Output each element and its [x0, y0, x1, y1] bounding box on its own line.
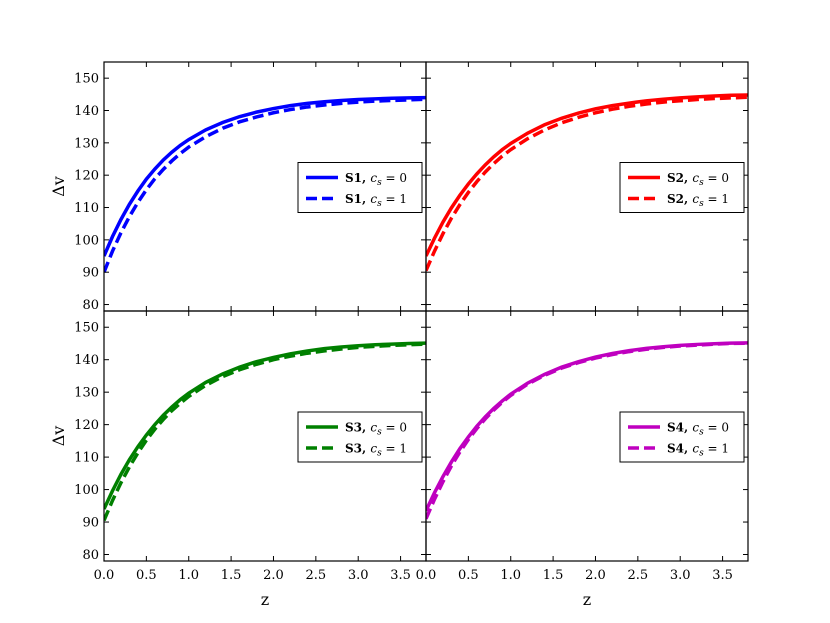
- x-tick-label: 1.5: [543, 568, 564, 583]
- x-tick-label: 2.0: [585, 568, 606, 583]
- legend-label-math: c: [370, 171, 377, 185]
- chart-panel-bottom-left: 0.0 0.5 1.0 1.5 2.0 2.5 3.0 3.5 80 90 100 110 120 130…: [49, 310, 427, 609]
- legend-label-main: S4,: [667, 442, 692, 456]
- legend-label-math: c: [370, 421, 377, 435]
- series-line-solid: [104, 95, 426, 257]
- y-tick-label: 80: [82, 298, 99, 313]
- legend-box: [297, 162, 423, 213]
- legend-label-math: c: [370, 192, 377, 206]
- legend-box: [297, 411, 423, 463]
- y-axis-label: Δv: [49, 426, 68, 447]
- legend-label-main: S2,: [667, 192, 692, 206]
- series-line-dashed: [104, 342, 426, 522]
- x-tick-label: 1.0: [178, 568, 199, 583]
- legend-label-main: S2,: [667, 171, 692, 185]
- x-tick-label: 3.0: [348, 568, 369, 583]
- x-tick-label: 1.0: [500, 568, 521, 583]
- x-tick-label: 0.5: [136, 568, 157, 583]
- y-tick-label: 80: [82, 548, 99, 563]
- chart-panel-top-right: S2, cs = 0S2, cs = 1: [425, 61, 749, 312]
- legend-label-main: S1,: [345, 171, 370, 185]
- y-axis-label: Δv: [49, 176, 68, 197]
- legend-label-eq: = 1: [704, 442, 729, 456]
- legend-label-math: c: [692, 192, 699, 206]
- series-line-dashed: [426, 95, 748, 272]
- y-tick-label: 90: [82, 266, 99, 281]
- legend-label-eq: = 0: [382, 421, 407, 435]
- series-line-dashed: [426, 341, 748, 520]
- legend-label-sub: s: [699, 178, 704, 188]
- legend-label: S2, cs = 0: [667, 171, 729, 188]
- legend-label-main: S3,: [345, 421, 370, 435]
- x-tick-label: 2.5: [305, 568, 326, 583]
- legend-label-sub: s: [699, 428, 704, 438]
- y-tick-label: 130: [74, 136, 99, 151]
- legend-label-sub: s: [377, 199, 382, 209]
- legend-label-main: S4,: [667, 421, 692, 435]
- legend-label: S1, cs = 1: [345, 192, 407, 209]
- y-tick-label: 140: [74, 104, 99, 119]
- y-tick-label: 110: [74, 201, 99, 216]
- y-tick-label: 90: [82, 516, 99, 531]
- x-tick-label: 3.0: [670, 568, 691, 583]
- legend-label-math: c: [692, 171, 699, 185]
- x-axis-label: z: [261, 590, 269, 609]
- x-tick-label: 0.0: [416, 568, 437, 583]
- legend-label-sub: s: [699, 199, 704, 209]
- y-tick-label: 150: [74, 321, 99, 336]
- legend-label: S4, cs = 1: [667, 442, 729, 459]
- legend-box: [619, 162, 745, 213]
- y-tick-label: 130: [74, 386, 99, 401]
- panel-frame: [425, 310, 749, 562]
- series-line-solid: [426, 93, 748, 257]
- legend-label-eq: = 0: [704, 421, 729, 435]
- legend-label-eq: = 0: [382, 171, 407, 185]
- legend-label-math: c: [692, 421, 699, 435]
- y-tick-label: 110: [74, 451, 99, 466]
- x-tick-label: 3.5: [712, 568, 733, 583]
- legend-label-main: S3,: [345, 442, 370, 456]
- legend: S1, cs = 0S1, cs = 1: [297, 162, 423, 213]
- legend-label-eq: = 1: [382, 192, 407, 206]
- legend-label-sub: s: [377, 178, 382, 188]
- legend-label: S2, cs = 1: [667, 192, 729, 209]
- legend-box: [619, 411, 745, 463]
- x-tick-label: 0.0: [94, 568, 115, 583]
- y-tick-label: 100: [74, 233, 99, 248]
- legend-label-sub: s: [377, 449, 382, 459]
- y-tick-label: 100: [74, 483, 99, 498]
- y-tick-label: 120: [74, 418, 99, 433]
- x-tick-label: 2.0: [263, 568, 284, 583]
- legend-label: S3, cs = 1: [345, 442, 407, 459]
- legend-label-eq: = 1: [382, 442, 407, 456]
- legend: S3, cs = 0S3, cs = 1: [297, 411, 423, 463]
- y-tick-label: 150: [74, 72, 99, 87]
- legend-label-math: c: [370, 442, 377, 456]
- legend-label: S3, cs = 0: [345, 421, 407, 438]
- legend: S4, cs = 0S4, cs = 1: [619, 411, 745, 463]
- x-axis-label: z: [583, 590, 591, 609]
- legend-label: S1, cs = 0: [345, 171, 407, 188]
- legend-label-eq: = 0: [704, 171, 729, 185]
- legend-label: S4, cs = 0: [667, 421, 729, 438]
- x-tick-label: 2.5: [627, 568, 648, 583]
- legend-label-main: S1,: [345, 192, 370, 206]
- legend-label-math: c: [692, 442, 699, 456]
- legend-label-eq: = 1: [704, 192, 729, 206]
- x-tick-label: 3.5: [390, 568, 411, 583]
- x-tick-label: 1.5: [221, 568, 242, 583]
- legend-label-sub: s: [699, 449, 704, 459]
- y-tick-label: 140: [74, 353, 99, 368]
- x-tick-label: 0.5: [458, 568, 479, 583]
- legend-label-sub: s: [377, 428, 382, 438]
- series-line-dashed: [104, 97, 426, 273]
- y-tick-label: 120: [74, 169, 99, 184]
- legend: S2, cs = 0S2, cs = 1: [619, 162, 745, 213]
